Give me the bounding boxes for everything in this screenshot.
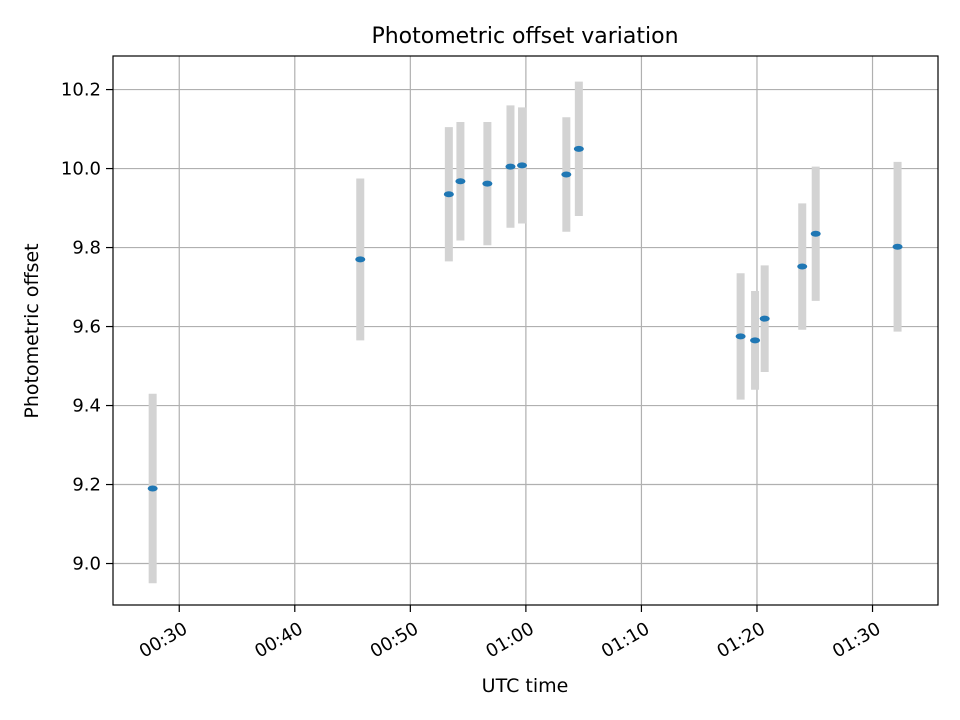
y-tick-label: 10.2: [61, 80, 101, 101]
y-tick-label: 9.0: [72, 554, 101, 575]
y-tick-label: 9.2: [72, 475, 101, 496]
marker-layer: [147, 145, 903, 492]
data-point: [573, 145, 584, 152]
data-point: [455, 178, 466, 185]
y-tick-label: 9.4: [72, 396, 101, 417]
data-point: [505, 163, 516, 170]
y-tick-label: 9.8: [72, 238, 101, 259]
data-point: [517, 162, 528, 169]
data-point: [735, 333, 746, 340]
data-point: [482, 180, 493, 187]
data-point: [892, 243, 903, 250]
data-point: [443, 191, 454, 198]
data-point: [810, 230, 821, 237]
y-tick-label: 9.6: [72, 317, 101, 338]
x-axis-label: UTC time: [482, 675, 569, 697]
y-tick-label: 10.0: [61, 159, 101, 180]
y-axis-label: Photometric offset: [21, 243, 43, 418]
data-point: [355, 256, 366, 263]
data-point: [759, 315, 770, 322]
data-point: [147, 485, 158, 492]
data-point: [797, 263, 808, 270]
data-point: [561, 171, 572, 178]
data-point: [750, 337, 761, 344]
chart-title: Photometric offset variation: [371, 24, 678, 49]
